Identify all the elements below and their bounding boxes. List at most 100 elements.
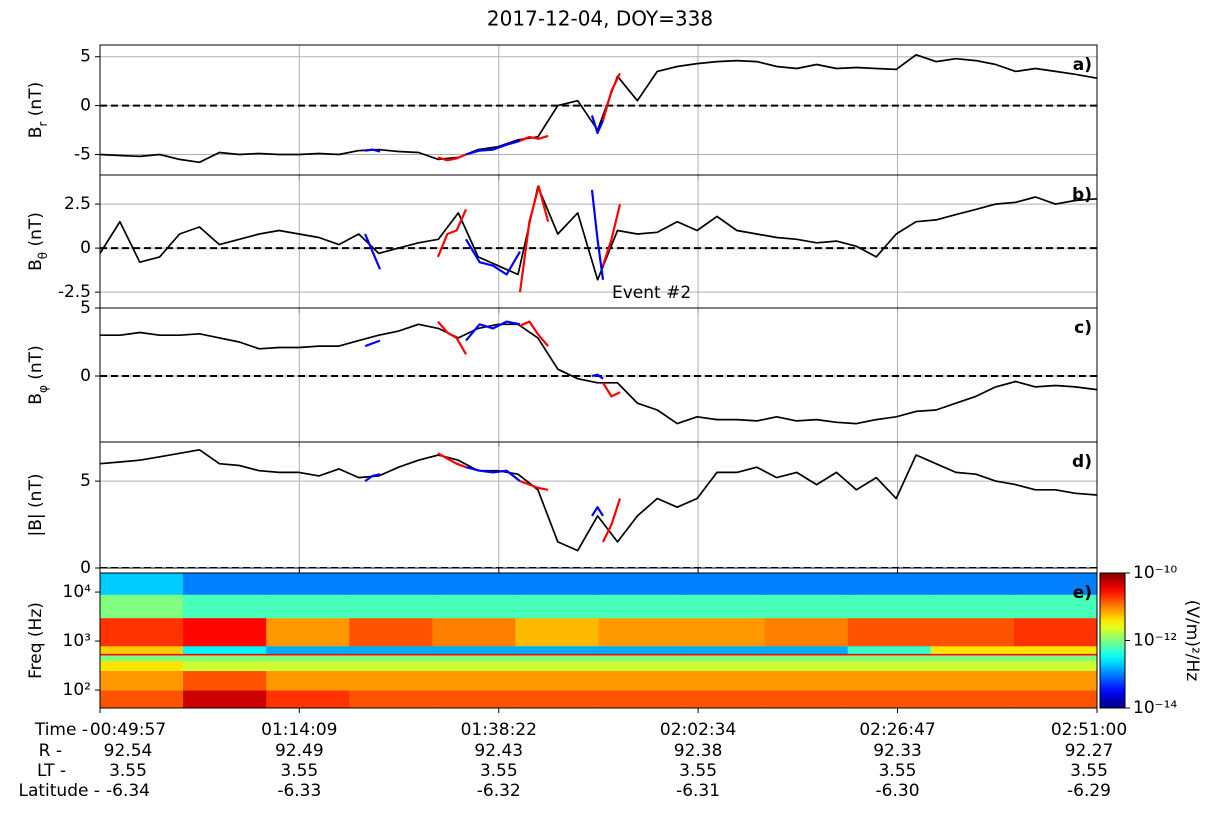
ephemeris-value: 3.55: [1070, 761, 1108, 781]
ephemeris-value: 92.54: [104, 741, 153, 761]
data-line: [520, 187, 548, 293]
panel-frame: [100, 45, 1097, 175]
y-tick-label: 2.5: [64, 194, 91, 214]
y-axis-label-part: B: [26, 127, 46, 139]
panel: [100, 45, 1097, 175]
colorbar-tick-label: 10⁻¹⁰: [1133, 563, 1177, 583]
y-tick-label: 0: [80, 96, 91, 116]
data-line: [365, 341, 380, 347]
ephemeris-value: -6.31: [676, 781, 720, 801]
data-line: [520, 322, 548, 347]
panel-label: e): [1073, 583, 1092, 603]
spectrogram-cell: [515, 690, 599, 708]
spectrogram-cell: [349, 646, 433, 654]
spectrogram-cell: [765, 646, 849, 654]
spectrogram-cell: [515, 573, 599, 595]
spectrogram-cell: [1014, 690, 1098, 708]
annotation: Event #2: [612, 283, 691, 303]
spectrogram-cell: [100, 661, 184, 671]
ephemeris-value: 92.43: [474, 741, 523, 761]
spectrogram-cell: [765, 690, 849, 708]
spectrogram-cell: [515, 661, 599, 671]
data-line: [520, 481, 548, 490]
x-tick-label: 02:26:47: [859, 720, 935, 740]
ephemeris-value: 3.55: [679, 761, 717, 781]
spectrogram-cell: [515, 646, 599, 654]
spectrogram-cell: [183, 618, 267, 647]
spectrogram-cell: [349, 690, 433, 708]
spectrogram-cell: [931, 690, 1015, 708]
spectrogram-cell: [682, 594, 766, 618]
ephemeris-value: 92.49: [275, 741, 324, 761]
spectrogram-cell: [931, 594, 1015, 618]
spectrogram-cell: [432, 671, 516, 691]
spectrogram-cell: [931, 646, 1015, 654]
spectrogram-cell: [266, 690, 350, 708]
y-tick-label: -5: [74, 144, 91, 164]
ephemeris-value: -6.30: [876, 781, 920, 801]
panel: [100, 573, 1098, 709]
spectrogram-cell: [266, 671, 350, 691]
spectrogram-cell: [931, 661, 1015, 671]
data-line: [603, 383, 620, 397]
spectrogram-cell: [682, 655, 766, 661]
spectrogram-cell: [266, 661, 350, 671]
data-line: [603, 204, 620, 266]
y-axis-label-part: θ: [36, 252, 50, 259]
spectrogram-cell: [765, 671, 849, 691]
y-axis-label-part: (nT): [26, 345, 46, 385]
colorbar-label: (V/m)²/Hz: [1182, 600, 1202, 682]
spectrogram-cell: [183, 655, 267, 661]
data-line: [100, 324, 1097, 423]
spectrogram-cell: [682, 671, 766, 691]
spectrogram-cell: [1014, 661, 1098, 671]
ephemeris-value: 92.27: [1065, 741, 1114, 761]
spectrogram-cell: [931, 573, 1015, 595]
spectrogram-cell: [183, 573, 267, 595]
ephemeris-value: 3.55: [879, 761, 917, 781]
y-axis-label-part: Freq (Hz): [26, 602, 46, 679]
ephemeris-value: -6.34: [106, 781, 150, 801]
panel-label: d): [1072, 452, 1092, 472]
ephemeris-value: 3.55: [280, 761, 318, 781]
spectrogram-cell: [765, 661, 849, 671]
panel: [100, 175, 1097, 308]
spectrogram-cell: [183, 671, 267, 691]
spectrogram-cell: [349, 671, 433, 691]
spectrogram-cell: [848, 594, 932, 618]
spectrogram-cell: [183, 646, 267, 654]
y-axis-label: |B| (nT): [26, 474, 46, 537]
spectrogram-cell: [515, 618, 599, 647]
spectrogram-cell: [599, 573, 683, 595]
spectrogram-cell: [599, 646, 683, 654]
ephemeris-value: 92.38: [674, 741, 723, 761]
spectrogram-cell: [349, 573, 433, 595]
spectrogram-cell: [599, 655, 683, 661]
spectrogram-cell: [848, 655, 932, 661]
spectrogram-cell: [931, 618, 1015, 647]
y-tick-label: 10⁴: [63, 582, 92, 602]
y-axis-label-part: (nT): [26, 82, 46, 122]
spectrogram-cell: [1014, 618, 1098, 647]
y-tick-label: 5: [80, 298, 91, 318]
spectrogram-cell: [100, 655, 184, 661]
y-axis-label: Bθ (nT): [26, 212, 50, 271]
spectrogram-cell: [432, 618, 516, 647]
data-line: [603, 73, 620, 120]
spectrogram-cell: [599, 661, 683, 671]
spectrogram-cell: [100, 594, 184, 618]
spectrogram-cell: [682, 618, 766, 647]
spectrogram-cell: [765, 618, 849, 647]
spectrogram-cell: [100, 618, 184, 647]
y-axis-label: Br (nT): [26, 82, 50, 138]
x-tick-label: 02:02:34: [660, 720, 736, 740]
spectrogram-cell: [349, 661, 433, 671]
spectrogram-cell: [1014, 655, 1098, 661]
y-tick-label: 0: [80, 558, 91, 578]
panel-frame: [100, 442, 1097, 568]
spectrogram-cell: [682, 646, 766, 654]
spectrogram-cell: [931, 671, 1015, 691]
panel-label: a): [1073, 55, 1092, 75]
ephemeris-value: 92.33: [873, 741, 922, 761]
panel-label: c): [1074, 318, 1092, 338]
